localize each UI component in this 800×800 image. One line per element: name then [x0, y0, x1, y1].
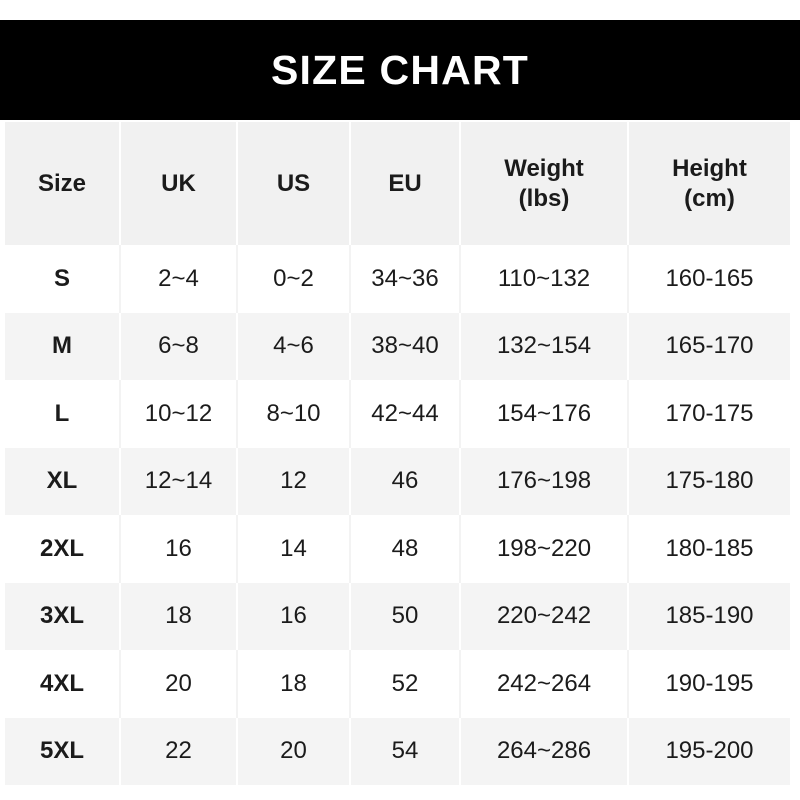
column-header-eu-label: EU: [388, 169, 422, 197]
cell-weight: 110~132: [460, 245, 629, 313]
cell-us: 16: [237, 582, 351, 650]
cell-height: 165-170: [628, 312, 790, 380]
table-header: Size UK US EU Weight (lbs): [5, 122, 790, 245]
table-row: L 10~12 8~10 42~44 154~176 170-175: [5, 380, 790, 448]
cell-weight: 154~176: [460, 380, 629, 448]
table-row: 5XL 22 20 54 264~286 195-200: [5, 717, 790, 785]
cell-size: 4XL: [5, 650, 121, 718]
column-header-size-label: Size: [37, 169, 87, 197]
cell-height: 175-180: [628, 447, 790, 515]
cell-weight: 264~286: [460, 717, 629, 785]
column-header-size: Size: [5, 122, 121, 245]
table-row: 3XL 18 16 50 220~242 185-190: [5, 582, 790, 650]
column-header-weight: Weight (lbs): [460, 122, 629, 245]
column-header-height-label: Height: [672, 155, 747, 183]
cell-weight: 220~242: [460, 582, 629, 650]
cell-size: M: [5, 312, 121, 380]
column-header-weight-unit: (lbs): [518, 184, 570, 212]
table-row: M 6~8 4~6 38~40 132~154 165-170: [5, 312, 790, 380]
table-row: XL 12~14 12 46 176~198 175-180: [5, 447, 790, 515]
cell-us: 12: [237, 447, 351, 515]
cell-eu: 42~44: [350, 380, 461, 448]
cell-weight: 132~154: [460, 312, 629, 380]
cell-eu: 52: [350, 650, 461, 718]
page-title: SIZE CHART: [271, 46, 529, 93]
table-row: 2XL 16 14 48 198~220 180-185: [5, 515, 790, 583]
table-row: S 2~4 0~2 34~36 110~132 160-165: [5, 245, 790, 313]
size-table-container: Size UK US EU Weight (lbs): [5, 122, 790, 785]
cell-us: 4~6: [237, 312, 351, 380]
cell-height: 180-185: [628, 515, 790, 583]
cell-size: 5XL: [5, 717, 121, 785]
cell-us: 0~2: [237, 245, 351, 313]
header-row: Size UK US EU Weight (lbs): [5, 122, 790, 245]
cell-weight: 198~220: [460, 515, 629, 583]
size-table: Size UK US EU Weight (lbs): [5, 122, 790, 785]
cell-us: 8~10: [237, 380, 351, 448]
cell-uk: 18: [120, 582, 238, 650]
column-header-uk: UK: [120, 122, 238, 245]
cell-eu: 48: [350, 515, 461, 583]
table-body: S 2~4 0~2 34~36 110~132 160-165 M 6~8 4~…: [5, 245, 790, 785]
cell-uk: 20: [120, 650, 238, 718]
cell-uk: 2~4: [120, 245, 238, 313]
cell-height: 195-200: [628, 717, 790, 785]
column-header-uk-label: UK: [161, 169, 196, 197]
cell-eu: 50: [350, 582, 461, 650]
cell-weight: 176~198: [460, 447, 629, 515]
cell-height: 170-175: [628, 380, 790, 448]
cell-uk: 6~8: [120, 312, 238, 380]
cell-size: L: [5, 380, 121, 448]
cell-us: 20: [237, 717, 351, 785]
cell-height: 190-195: [628, 650, 790, 718]
cell-size: XL: [5, 447, 121, 515]
column-header-weight-label: Weight: [504, 155, 584, 183]
cell-eu: 34~36: [350, 245, 461, 313]
cell-uk: 22: [120, 717, 238, 785]
column-header-height-unit: (cm): [684, 184, 735, 212]
table-row: 4XL 20 18 52 242~264 190-195: [5, 650, 790, 718]
cell-height: 160-165: [628, 245, 790, 313]
cell-size: 3XL: [5, 582, 121, 650]
cell-uk: 16: [120, 515, 238, 583]
cell-eu: 38~40: [350, 312, 461, 380]
cell-size: 2XL: [5, 515, 121, 583]
cell-size: S: [5, 245, 121, 313]
cell-uk: 12~14: [120, 447, 238, 515]
title-banner: SIZE CHART: [0, 20, 800, 120]
cell-eu: 46: [350, 447, 461, 515]
column-header-eu: EU: [350, 122, 461, 245]
column-header-us-label: US: [276, 169, 311, 197]
cell-us: 14: [237, 515, 351, 583]
cell-us: 18: [237, 650, 351, 718]
column-header-us: US: [237, 122, 351, 245]
cell-weight: 242~264: [460, 650, 629, 718]
cell-uk: 10~12: [120, 380, 238, 448]
column-header-height: Height (cm): [628, 122, 790, 245]
cell-eu: 54: [350, 717, 461, 785]
cell-height: 185-190: [628, 582, 790, 650]
